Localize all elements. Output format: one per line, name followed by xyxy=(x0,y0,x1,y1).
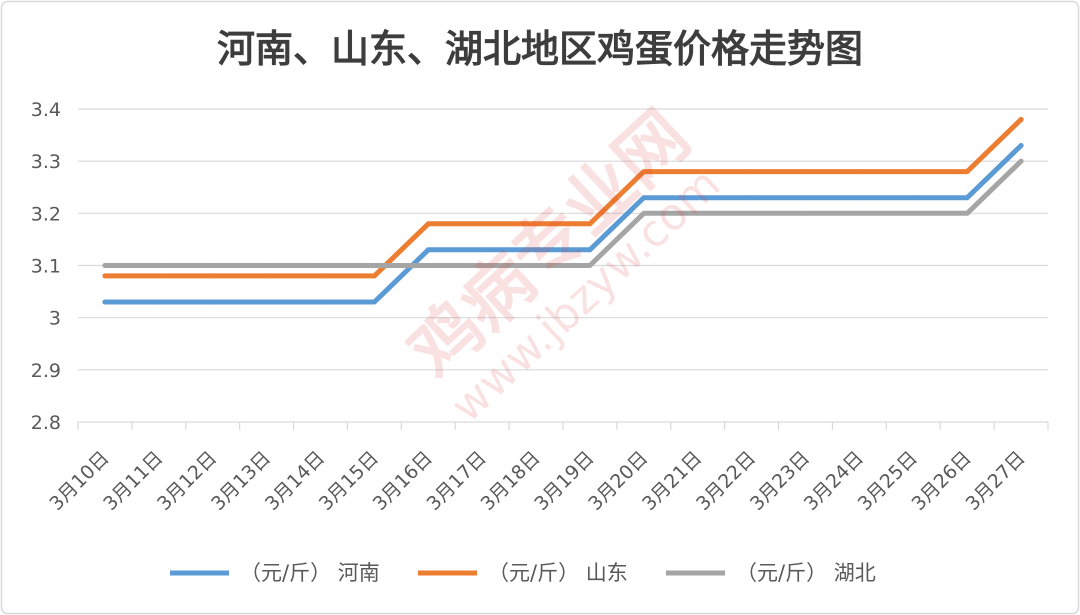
data-point xyxy=(156,263,162,268)
data-point xyxy=(533,247,539,253)
data-point xyxy=(1018,158,1024,164)
data-point xyxy=(318,263,323,268)
data-point xyxy=(803,169,808,175)
data-point xyxy=(425,247,431,253)
data-point xyxy=(210,273,216,279)
data-point xyxy=(156,273,162,279)
data-point xyxy=(533,263,539,268)
data-point xyxy=(533,221,539,227)
data-point xyxy=(587,263,593,268)
data-point xyxy=(910,169,916,175)
data-point xyxy=(803,195,808,201)
data-point xyxy=(695,195,701,201)
data-point xyxy=(156,299,162,305)
plot-area xyxy=(102,116,1024,305)
data-point xyxy=(264,263,269,268)
data-point xyxy=(102,299,108,305)
data-point xyxy=(102,273,108,279)
data-point xyxy=(964,210,970,216)
data-point xyxy=(857,169,862,175)
chart-title: 河南、山东、湖北地区鸡蛋价格走势图 xyxy=(217,27,863,71)
series-line xyxy=(102,158,1024,268)
data-point xyxy=(857,195,862,201)
data-point xyxy=(803,210,808,216)
data-point xyxy=(318,299,323,305)
data-point xyxy=(964,195,970,201)
data-point xyxy=(102,263,108,268)
y-tick-label: 3.4 xyxy=(31,99,61,121)
y-tick-label: 2.9 xyxy=(31,360,61,382)
data-point xyxy=(479,221,485,227)
data-point xyxy=(910,210,916,216)
data-point xyxy=(318,273,323,279)
series-line xyxy=(102,143,1024,305)
data-point xyxy=(749,195,754,201)
data-point xyxy=(695,210,701,216)
data-point xyxy=(857,210,862,216)
data-point xyxy=(372,263,377,268)
data-point xyxy=(749,210,754,216)
legend-label: （元/斤） 山东 xyxy=(488,561,628,585)
legend-label: （元/斤） 湖北 xyxy=(736,561,876,585)
data-point xyxy=(372,299,377,305)
data-point xyxy=(264,299,269,305)
data-point xyxy=(210,299,216,305)
data-point xyxy=(479,247,485,253)
legend-label: （元/斤） 河南 xyxy=(240,561,380,585)
y-tick-label: 2.8 xyxy=(31,412,61,434)
data-point xyxy=(964,169,970,175)
data-point xyxy=(641,195,647,201)
data-point xyxy=(587,221,593,227)
data-point xyxy=(1018,143,1024,148)
data-point xyxy=(1018,117,1024,122)
y-tick-label: 3.3 xyxy=(31,151,61,173)
data-point xyxy=(210,263,216,268)
data-point xyxy=(479,263,485,268)
data-point xyxy=(264,273,269,279)
y-axis: 2.8 2.9 3 3.1 3.2 3.3 3.4 xyxy=(31,99,61,434)
data-point xyxy=(749,169,754,175)
data-point xyxy=(372,273,377,279)
data-point xyxy=(695,169,701,175)
y-tick-label: 3.2 xyxy=(31,203,61,225)
data-point xyxy=(425,221,431,227)
y-tick-label: 3 xyxy=(49,308,61,330)
data-point xyxy=(587,247,593,253)
data-point xyxy=(910,195,916,201)
series-line xyxy=(102,116,1024,279)
y-tick-label: 3.1 xyxy=(31,256,61,278)
data-point xyxy=(641,169,647,175)
legend: （元/斤） 河南 （元/斤） 山东 （元/斤） 湖北 xyxy=(170,561,876,585)
data-point xyxy=(641,210,647,216)
data-point xyxy=(425,263,431,268)
